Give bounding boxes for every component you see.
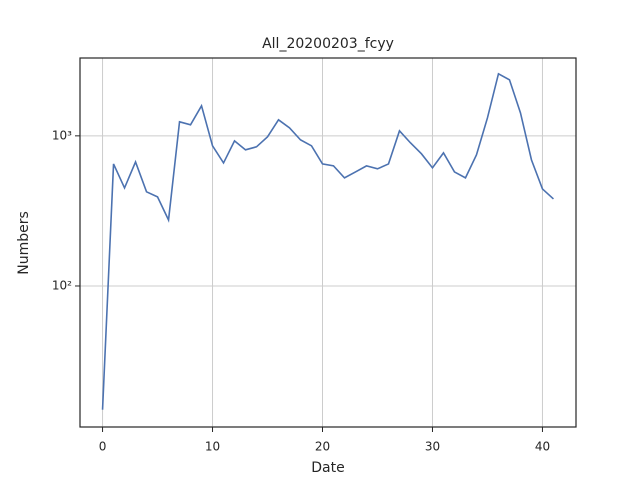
- data-line: [101, 72, 554, 410]
- x-tick-label: 20: [315, 440, 330, 454]
- y-tick-label: 10²: [52, 278, 72, 292]
- x-tick-label: 40: [535, 440, 550, 454]
- chart-title: All_20200203_fcyy: [262, 36, 394, 52]
- x-axis-label: Date: [311, 460, 344, 476]
- y-tick-label: 10³: [52, 128, 72, 142]
- x-tick-label: 0: [99, 440, 107, 454]
- x-tick-label: 10: [205, 440, 220, 454]
- y-axis-label: Numbers: [16, 211, 32, 275]
- plot-frame: [79, 57, 577, 428]
- x-tick-label: 30: [425, 440, 440, 454]
